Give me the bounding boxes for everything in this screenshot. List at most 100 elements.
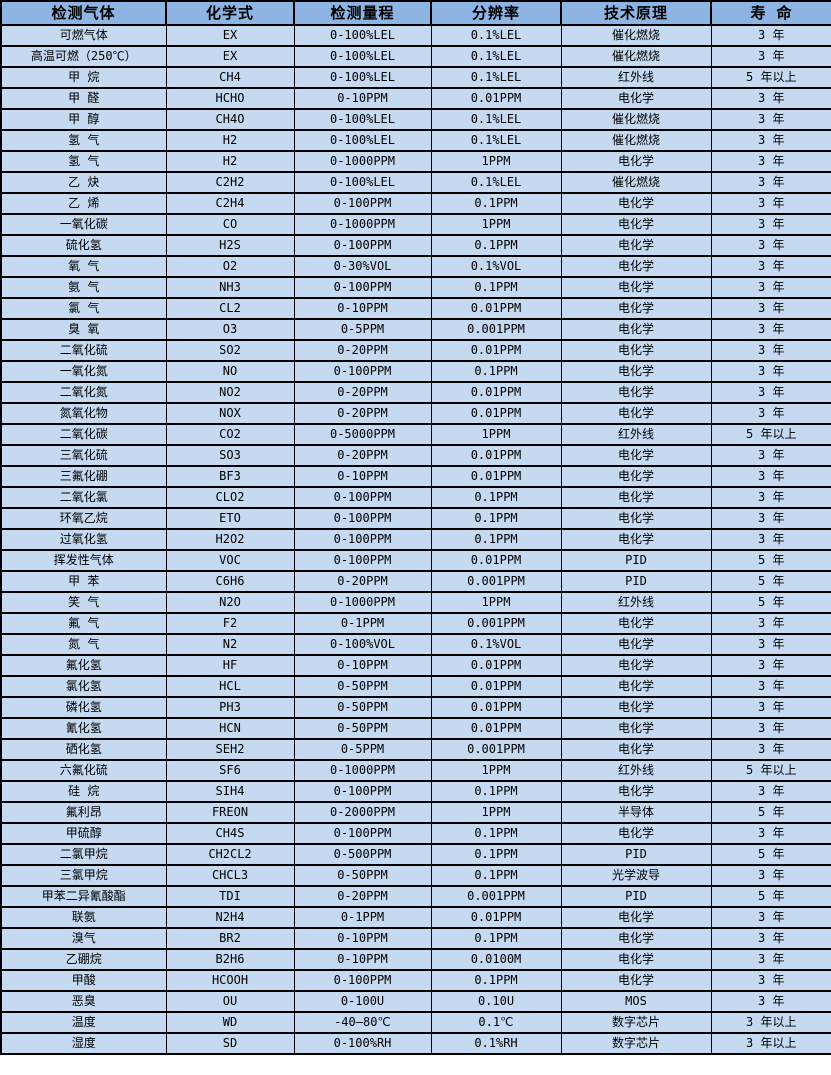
detection-range-cell: 0-50PPM [293,696,432,719]
technology-principle-cell: 催化燃烧 [560,129,712,152]
lifespan-cell: 5 年 [710,843,831,866]
chemical-formula-cell: NOX [165,402,295,425]
technology-principle-cell: 电化学 [560,696,712,719]
detection-range-cell: 0-50PPM [293,864,432,887]
lifespan-cell: 3 年 [710,486,831,509]
table-row: 氧 气 O2 0-30%VOL 0.1%VOL 电化学 3 年 [0,255,831,278]
detection-range-cell: 0-10PPM [293,87,432,110]
table-row: 甲苯二异氰酸酯 TDI 0-20PPM 0.001PPM PID 5 年 [0,885,831,908]
gas-name-cell: 溴气 [0,927,167,950]
technology-principle-cell: 光学波导 [560,864,712,887]
chemical-formula-cell: CL2 [165,297,295,320]
resolution-cell: 0.1PPM [430,969,562,992]
detection-range-cell: 0-1PPM [293,906,432,929]
table-row: 氟利昂 FREON 0-2000PPM 1PPM 半导体 5 年 [0,801,831,824]
technology-principle-cell: PID [560,843,712,866]
detection-range-cell: 0-30%VOL [293,255,432,278]
lifespan-cell: 5 年 [710,801,831,824]
resolution-cell: 1PPM [430,213,562,236]
table-row: 过氧化氢 H2O2 0-100PPM 0.1PPM 电化学 3 年 [0,528,831,551]
table-row: 乙 炔 C2H2 0-100%LEL 0.1%LEL 催化燃烧 3 年 [0,171,831,194]
resolution-cell: 0.01PPM [430,381,562,404]
chemical-formula-cell: EX [165,24,295,47]
gas-name-cell: 甲 苯 [0,570,167,593]
detection-range-cell: 0-100PPM [293,780,432,803]
chemical-formula-cell: NO [165,360,295,383]
gas-name-cell: 二氧化氯 [0,486,167,509]
resolution-cell: 0.01PPM [430,675,562,698]
lifespan-cell: 3 年 [710,528,831,551]
lifespan-cell: 3 年 [710,150,831,173]
gas-name-cell: 氮氧化物 [0,402,167,425]
gas-name-cell: 乙 烯 [0,192,167,215]
chemical-formula-cell: N2O [165,591,295,614]
detection-range-cell: 0-100%LEL [293,66,432,89]
chemical-formula-cell: VOC [165,549,295,572]
gas-name-cell: 氟化氢 [0,654,167,677]
technology-principle-cell: 电化学 [560,360,712,383]
technology-principle-cell: 半导体 [560,801,712,824]
gas-name-cell: 甲 醇 [0,108,167,131]
gas-name-cell: 环氧乙烷 [0,507,167,530]
resolution-cell: 0.1%LEL [430,66,562,89]
lifespan-cell: 3 年 [710,444,831,467]
technology-principle-cell: 电化学 [560,381,712,404]
technology-principle-cell: 电化学 [560,444,712,467]
resolution-cell: 0.001PPM [430,885,562,908]
gas-name-cell: 一氧化碳 [0,213,167,236]
chemical-formula-cell: N2 [165,633,295,656]
table-row: 甲 烷 CH4 0-100%LEL 0.1%LEL 红外线 5 年以上 [0,66,831,89]
resolution-cell: 0.001PPM [430,318,562,341]
gas-name-cell: 甲酸 [0,969,167,992]
table-row: 温度 WD -40—80℃ 0.1℃ 数字芯片 3 年以上 [0,1011,831,1034]
lifespan-cell: 3 年 [710,171,831,194]
chemical-formula-cell: H2O2 [165,528,295,551]
detection-range-cell: 0-1000PPM [293,759,432,782]
table-header: 检测气体 化学式 检测量程 分辨率 技术原理寿 命 [0,0,831,26]
gas-name-cell: 三氧化硫 [0,444,167,467]
detection-range-cell: 0-20PPM [293,885,432,908]
detection-range-cell: 0-20PPM [293,381,432,404]
technology-principle-cell: 电化学 [560,612,712,635]
column-header-technology-principle: 技术原理 [560,0,712,26]
table-row: 笑 气 N2O 0-1000PPM 1PPM 红外线 5 年 [0,591,831,614]
lifespan-cell: 3 年 [710,129,831,152]
detection-range-cell: 0-100PPM [293,234,432,257]
lifespan-cell: 3 年 [710,654,831,677]
gas-name-cell: 二氧化氮 [0,381,167,404]
technology-principle-cell: 催化燃烧 [560,171,712,194]
table-row: 氢 气 H2 0-1000PPM 1PPM 电化学 3 年 [0,150,831,173]
lifespan-cell: 3 年 [710,465,831,488]
detection-range-cell: 0-100%LEL [293,24,432,47]
detection-range-cell: 0-1000PPM [293,150,432,173]
table-row: 甲 醛 HCHO 0-10PPM 0.01PPM 电化学 3 年 [0,87,831,110]
table-row: 环氧乙烷 ETO 0-100PPM 0.1PPM 电化学 3 年 [0,507,831,530]
table-row: 三氟化硼 BF3 0-10PPM 0.01PPM 电化学 3 年 [0,465,831,488]
detection-range-cell: 0-100%LEL [293,45,432,68]
lifespan-cell: 3 年 [710,927,831,950]
chemical-formula-cell: BR2 [165,927,295,950]
gas-name-cell: 六氟化硫 [0,759,167,782]
chemical-formula-cell: CH2CL2 [165,843,295,866]
lifespan-cell: 3 年 [710,675,831,698]
table-row: 氮 气 N2 0-100%VOL 0.1%VOL 电化学 3 年 [0,633,831,656]
resolution-cell: 0.1PPM [430,927,562,950]
table-row: 氢 气 H2 0-100%LEL 0.1%LEL 催化燃烧 3 年 [0,129,831,152]
detection-range-cell: 0-20PPM [293,444,432,467]
detection-range-cell: 0-20PPM [293,339,432,362]
chemical-formula-cell: EX [165,45,295,68]
detection-range-cell: 0-100PPM [293,486,432,509]
gas-name-cell: 氯 气 [0,297,167,320]
resolution-cell: 0.1PPM [430,822,562,845]
gas-name-cell: 乙 炔 [0,171,167,194]
technology-principle-cell: 电化学 [560,192,712,215]
detection-range-cell: 0-100%VOL [293,633,432,656]
table-row: 二氧化氯 CLO2 0-100PPM 0.1PPM 电化学 3 年 [0,486,831,509]
table-row: 乙 烯 C2H4 0-100PPM 0.1PPM 电化学 3 年 [0,192,831,215]
resolution-cell: 0.01PPM [430,654,562,677]
lifespan-cell: 3 年 [710,297,831,320]
detection-range-cell: 0-100PPM [293,507,432,530]
chemical-formula-cell: HCOOH [165,969,295,992]
technology-principle-cell: 电化学 [560,150,712,173]
chemical-formula-cell: N2H4 [165,906,295,929]
